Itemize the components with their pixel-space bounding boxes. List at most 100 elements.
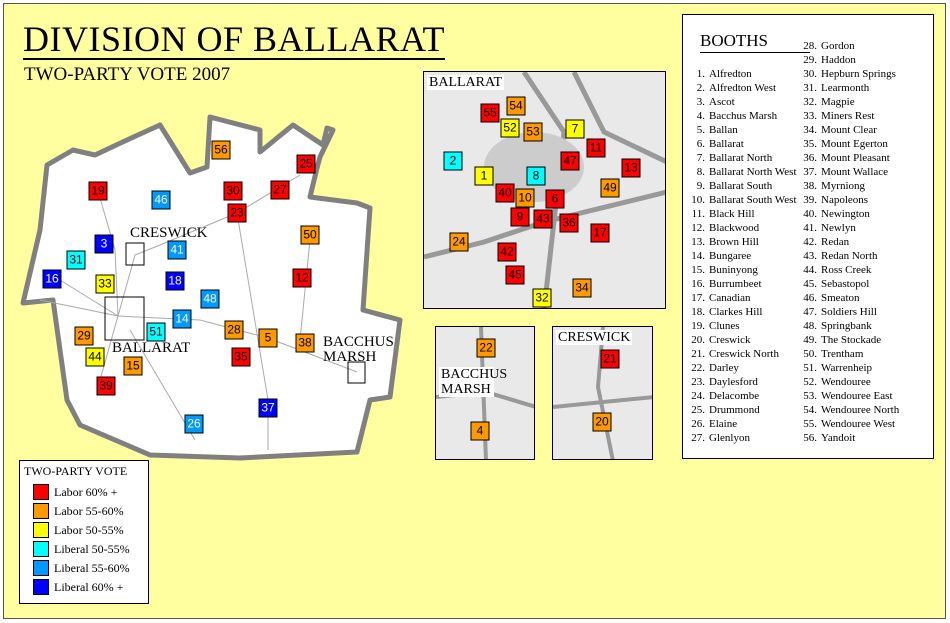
booth-marker-46[interactable]: 46: [151, 190, 171, 210]
booth-marker-54[interactable]: 54: [506, 96, 526, 116]
booth-marker-2[interactable]: 2: [443, 151, 463, 171]
legend-label: Labor 55-60%: [54, 504, 124, 518]
booth-number: 22.: [691, 362, 705, 374]
booth-marker-15[interactable]: 15: [123, 356, 143, 376]
booth-marker-34[interactable]: 34: [572, 278, 592, 298]
booth-marker-49[interactable]: 49: [600, 178, 620, 198]
ballarat-locator-box: [104, 296, 145, 341]
booth-name: Learmonth: [821, 82, 870, 94]
booth-name: Black Hill: [709, 208, 755, 220]
booth-list-item: 36. Mount Pleasant: [795, 151, 899, 165]
booth-name: Newington: [821, 208, 870, 220]
booth-marker-17[interactable]: 17: [590, 223, 610, 243]
booth-marker-20[interactable]: 20: [592, 412, 612, 432]
booth-number: 50.: [803, 348, 817, 360]
booth-marker-56[interactable]: 56: [211, 140, 231, 160]
booth-marker-55[interactable]: 55: [480, 103, 500, 123]
booth-number: 1.: [696, 68, 705, 80]
booth-marker-38[interactable]: 38: [295, 333, 315, 353]
booth-number: 55.: [803, 418, 817, 430]
booth-marker-35[interactable]: 35: [231, 347, 251, 367]
booth-marker-37[interactable]: 37: [258, 398, 278, 418]
booth-marker-1[interactable]: 1: [474, 166, 494, 186]
inset-title-ballarat: BALLARAT: [427, 75, 505, 90]
booth-name: Soldiers Hill: [821, 306, 877, 318]
booth-list-item: 2. Alfredton West: [683, 81, 797, 95]
booth-marker-32[interactable]: 32: [532, 288, 552, 308]
booth-marker-19[interactable]: 19: [88, 181, 108, 201]
booth-number: 14.: [691, 250, 705, 262]
booth-marker-9[interactable]: 9: [510, 207, 530, 227]
booth-marker-21[interactable]: 21: [600, 349, 620, 369]
booth-marker-42[interactable]: 42: [497, 242, 517, 262]
booth-number: 53.: [803, 390, 817, 402]
booth-marker-5[interactable]: 5: [258, 328, 278, 348]
booth-name: Springbank: [821, 320, 872, 332]
booth-marker-27[interactable]: 27: [270, 180, 290, 200]
booth-marker-50[interactable]: 50: [300, 225, 320, 245]
booth-list-item: 49. The Stockade: [795, 333, 899, 347]
booth-marker-36[interactable]: 36: [559, 213, 579, 233]
label-ballarat: BALLARAT: [112, 340, 191, 356]
booth-marker-29[interactable]: 29: [74, 326, 94, 346]
booth-marker-3[interactable]: 3: [94, 234, 114, 254]
booth-name: Gordon: [821, 40, 855, 52]
booth-list-item: 44. Ross Creek: [795, 263, 899, 277]
booth-list-item: 21. Creswick North: [683, 347, 797, 361]
booth-name: Ballarat: [709, 138, 744, 150]
booth-number: 20.: [691, 334, 705, 346]
booth-marker-16[interactable]: 16: [42, 269, 62, 289]
booth-marker-6[interactable]: 6: [545, 189, 565, 209]
booth-marker-30[interactable]: 30: [223, 181, 243, 201]
booth-number: 13.: [691, 236, 705, 248]
booth-marker-43[interactable]: 43: [533, 209, 553, 229]
booth-marker-13[interactable]: 13: [621, 158, 641, 178]
booth-name: Canadian: [709, 292, 751, 304]
booth-list-item: 16. Burrumbeet: [683, 277, 797, 291]
booth-marker-10[interactable]: 10: [515, 188, 535, 208]
booth-number: 15.: [691, 264, 705, 276]
booth-marker-31[interactable]: 31: [66, 250, 86, 270]
booth-marker-53[interactable]: 53: [523, 122, 543, 142]
booth-name: Bungaree: [709, 250, 752, 262]
booth-list-item: 38. Myrniong: [795, 179, 899, 193]
booth-number: 41.: [803, 222, 817, 234]
booth-name: Napoleons: [821, 194, 869, 206]
booth-marker-23[interactable]: 23: [227, 203, 247, 223]
booth-list-item: 48. Springbank: [795, 319, 899, 333]
booth-list-item: 27. Glenlyon: [683, 431, 797, 445]
booth-marker-11[interactable]: 11: [586, 138, 606, 158]
booth-marker-39[interactable]: 39: [96, 376, 116, 396]
booth-marker-24[interactable]: 24: [449, 232, 469, 252]
booth-marker-47[interactable]: 47: [560, 151, 580, 171]
booth-name: Miners Rest: [821, 110, 875, 122]
booth-marker-28[interactable]: 28: [224, 320, 244, 340]
booth-marker-51[interactable]: 51: [146, 322, 166, 342]
booth-marker-7[interactable]: 7: [565, 119, 585, 139]
booth-marker-14[interactable]: 14: [172, 309, 192, 329]
booth-list-item: 28. Gordon: [795, 39, 899, 53]
booth-list-item: 6. Ballarat: [683, 137, 797, 151]
booth-marker-25[interactable]: 25: [296, 154, 316, 174]
booth-marker-44[interactable]: 44: [85, 347, 105, 367]
booth-marker-52[interactable]: 52: [500, 118, 520, 138]
booth-marker-33[interactable]: 33: [95, 274, 115, 294]
booth-list-item: 30. Hepburn Springs: [795, 67, 899, 81]
booth-marker-22[interactable]: 22: [476, 338, 496, 358]
booth-marker-12[interactable]: 12: [292, 268, 312, 288]
booth-name: Clarkes Hill: [709, 306, 763, 318]
booth-number: 4.: [696, 110, 705, 122]
booth-marker-45[interactable]: 45: [505, 265, 525, 285]
booth-marker-40[interactable]: 40: [495, 183, 515, 203]
booth-number: 49.: [803, 334, 817, 346]
booth-marker-26[interactable]: 26: [184, 414, 204, 434]
booth-marker-18[interactable]: 18: [165, 271, 185, 291]
booth-marker-4[interactable]: 4: [470, 421, 490, 441]
inset-ballarat: BALLARAT: [423, 71, 666, 309]
booth-list-item: 3. Ascot: [683, 95, 797, 109]
legend: TWO-PARTY VOTE Labor 60% + Labor 55-60% La…: [19, 460, 149, 604]
booth-marker-41[interactable]: 41: [167, 240, 187, 260]
legend-swatch: [33, 484, 49, 500]
booth-marker-8[interactable]: 8: [526, 166, 546, 186]
booth-marker-48[interactable]: 48: [200, 289, 220, 309]
